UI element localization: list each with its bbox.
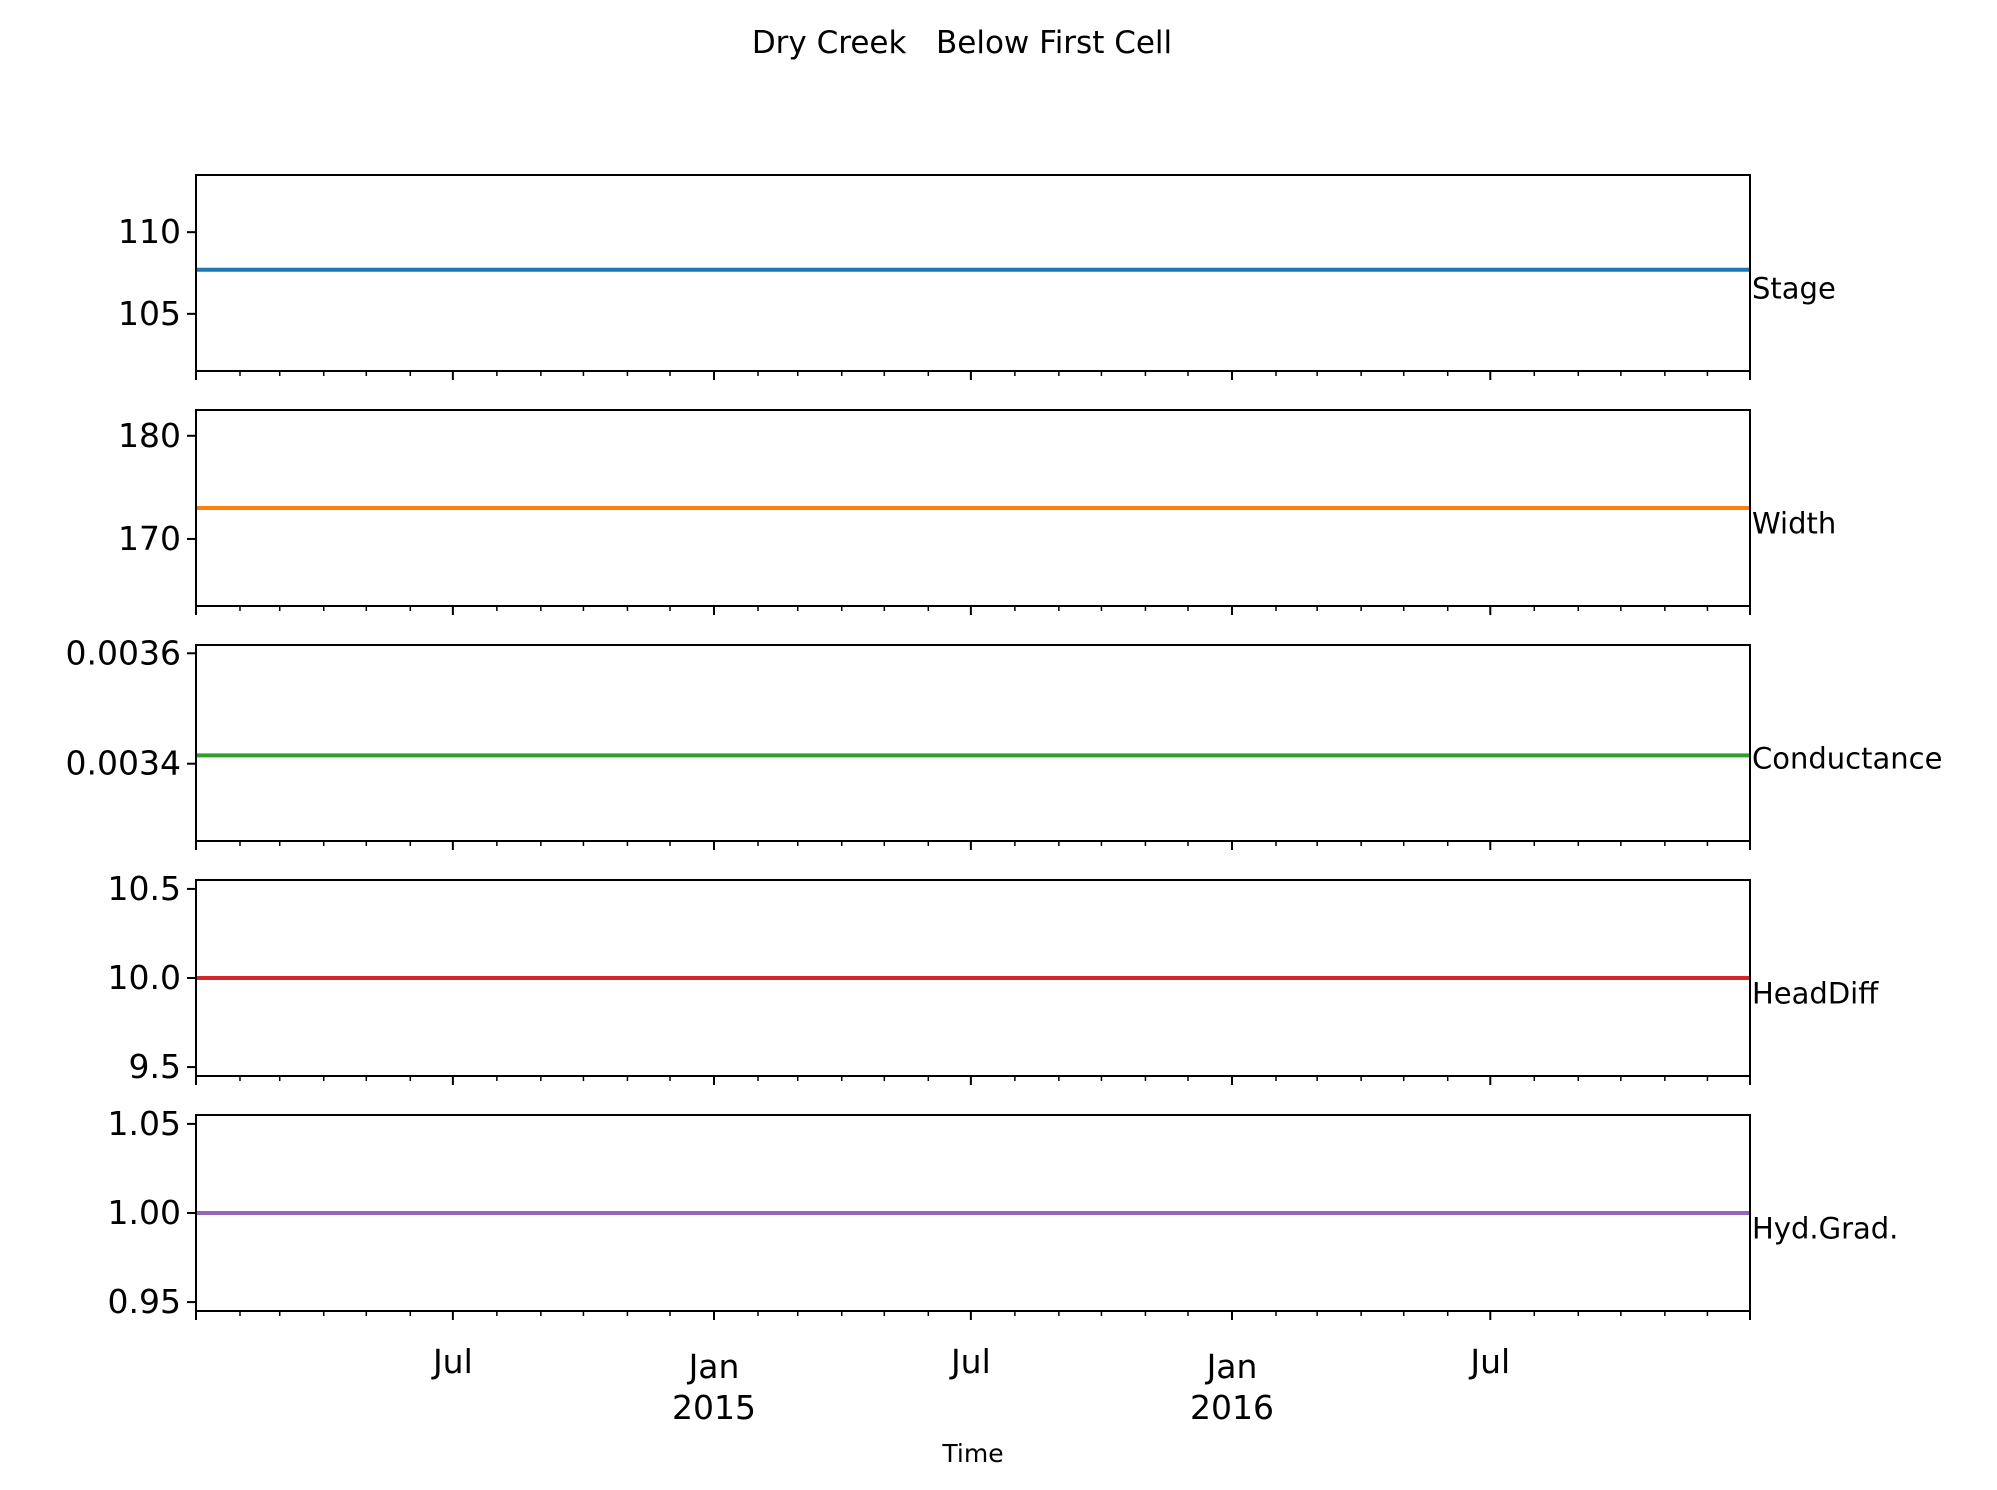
subplot-2: 170 180 Width: [118, 409, 1836, 615]
y-tick-label-5-1: 0.95: [108, 1282, 181, 1321]
chart-title: Dry Creek Below First Cell: [752, 25, 1172, 61]
panel-label-1: Stage: [1752, 271, 1836, 305]
subplot-1: 105 110 Stage: [118, 174, 1836, 380]
y-tick-label-4-3: 10.5: [108, 869, 181, 908]
y-tick-label-1-1: 105: [118, 294, 181, 333]
panel-label-5: Hyd.Grad.: [1752, 1211, 1898, 1245]
x-tick-sublabel-2: 2015: [672, 1388, 756, 1427]
y-tick-label-5-3: 1.05: [108, 1104, 181, 1143]
x-tick-label-1: Jul: [431, 1342, 473, 1381]
x-tick-label-3: Jul: [949, 1342, 991, 1381]
panel-label-3: Conductance: [1752, 741, 1942, 775]
y-tick-label-4-2: 10.0: [108, 958, 181, 997]
x-tick-label-2: Jan: [687, 1347, 740, 1386]
x-tick-label-5: Jul: [1468, 1342, 1510, 1381]
y-tick-label-3-1: 0.0034: [66, 744, 181, 783]
subplot-3: 0.0034 0.0036 Conductance: [66, 633, 1942, 850]
subplot-frame-3: [195, 644, 1751, 842]
panel-label-2: Width: [1752, 506, 1836, 540]
x-tick-label-4: Jan: [1205, 1347, 1258, 1386]
x-tick-sublabel-4: 2016: [1190, 1388, 1274, 1427]
subplot-frame-1: [195, 174, 1751, 372]
panel-label-4: HeadDiff: [1752, 976, 1879, 1010]
y-tick-label-3-2: 0.0036: [66, 633, 181, 672]
y-tick-label-2-2: 180: [118, 416, 181, 455]
subplot-5: 0.95 1.00 1.05 Hyd.Grad.: [108, 1104, 1899, 1321]
subplot-frame-2: [195, 409, 1751, 607]
y-tick-label-1-2: 110: [118, 212, 181, 251]
y-tick-label-4-1: 9.5: [129, 1047, 181, 1086]
panels: 105 110 Stage 170 180 Width 0.0034 0.0036 Conduc…: [66, 174, 1942, 1427]
y-tick-label-5-2: 1.00: [108, 1193, 181, 1232]
y-tick-label-2-1: 170: [118, 519, 181, 558]
subplot-4: 9.5 10.0 10.5 HeadDiff: [108, 869, 1880, 1086]
x-axis-label: Time: [941, 1439, 1003, 1468]
